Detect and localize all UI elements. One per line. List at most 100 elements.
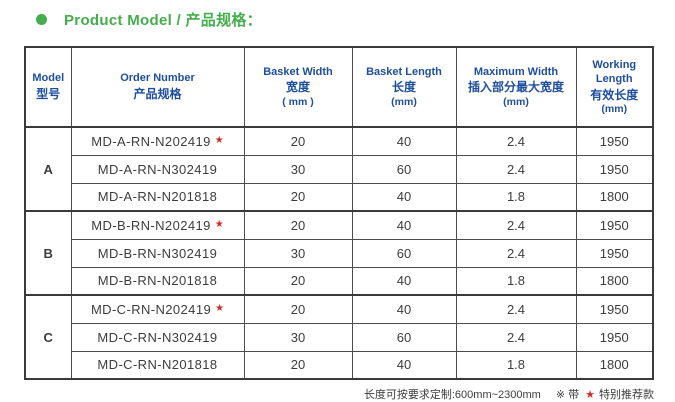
header-maximum-width-zh: 插入部分最大宽度: [467, 80, 564, 95]
header-order-number-en: Order Number: [120, 72, 195, 85]
header-working-length-en: Working Length: [592, 59, 637, 86]
order-number-cell: MD-A-RN-N201818: [70, 182, 245, 212]
table-row: MD-B-RN-N302419 30 60 2.4 1950: [25, 238, 654, 268]
basket-width-cell: 30: [243, 322, 353, 352]
basket-length-cell: 40: [351, 126, 457, 156]
basket-width-cell: 20: [243, 182, 353, 212]
max-width-cell: 1.8: [455, 182, 577, 212]
working-length-cell: 1950: [575, 154, 654, 184]
max-width-cell: 2.4: [455, 210, 577, 240]
order-number: MD-B-RN-N302419: [97, 245, 218, 261]
header-order-number: Order Number 产品规格: [70, 46, 245, 128]
order-number: MD-C-RN-N302419: [97, 329, 218, 345]
header-basket-length-unit: (mm): [391, 96, 417, 109]
basket-width-cell: 20: [243, 210, 353, 240]
basket-length-cell: 60: [351, 154, 457, 184]
max-width-cell: 1.8: [455, 350, 577, 380]
header-basket-length-en: Basket Length: [366, 66, 442, 79]
order-number-cell: MD-A-RN-N302419: [70, 154, 245, 184]
model-cell-a: A: [24, 126, 72, 212]
max-width-cell: 2.4: [455, 126, 577, 156]
order-number-cell: MD-A-RN-N202419 ★: [70, 126, 245, 156]
basket-width-cell: 20: [243, 266, 353, 296]
basket-length-cell: 60: [351, 238, 457, 268]
header-model-en: Model: [32, 72, 65, 85]
model-cell-b: B: [24, 210, 72, 296]
header-basket-length: Basket Length 长度 (mm): [351, 46, 457, 128]
table-row: MD-C-RN-N302419 30 60 2.4 1950: [25, 322, 654, 352]
basket-length-cell: 40: [351, 350, 457, 380]
order-number: MD-A-RN-N201818: [97, 189, 218, 205]
recommended-star-icon: ★: [585, 388, 595, 401]
order-number: MD-C-RN-N201818: [97, 357, 218, 373]
basket-width-cell: 20: [243, 350, 353, 380]
header-working-length-unit: (mm): [601, 103, 628, 116]
working-length-cell: 1950: [575, 322, 654, 352]
table-row: A MD-A-RN-N202419 ★ 20 40 2.4 1950: [24, 126, 654, 212]
recommended-star-icon: ★: [214, 218, 224, 230]
table-row: C MD-C-RN-N202419 ★ 20 40 2.4 1950: [24, 294, 654, 380]
header-basket-width-en: Basket Width: [263, 66, 333, 79]
footnote: 长度可按要求定制:600mm~2300mm ※ 带 ★ 特别推荐款: [364, 386, 654, 402]
basket-length-cell: 40: [351, 266, 457, 296]
order-number: MD-B-RN-N202419: [91, 217, 211, 233]
order-number: MD-B-RN-N201818: [97, 273, 218, 289]
order-number-cell: MD-B-RN-N201818: [70, 266, 245, 296]
table-row: B MD-B-RN-N202419 ★ 20 40 2.4 1950: [24, 210, 654, 296]
working-length-cell: 1950: [575, 238, 654, 268]
max-width-cell: 2.4: [455, 238, 577, 268]
basket-length-cell: 40: [351, 182, 457, 212]
basket-width-cell: 30: [243, 238, 353, 268]
header-model: Model 型号: [24, 46, 72, 128]
page-title-row: Product Model / 产品规格：: [36, 9, 262, 30]
header-basket-width-unit: ( mm ): [282, 96, 314, 109]
header-maximum-width: Maximum Width 插入部分最大宽度 (mm): [455, 46, 577, 128]
max-width-cell: 2.4: [455, 322, 577, 352]
header-basket-length-zh: 长度: [391, 80, 416, 95]
working-length-cell: 1950: [575, 126, 654, 156]
working-length-cell: 1800: [575, 350, 654, 380]
header-maximum-width-en: Maximum Width: [473, 66, 559, 79]
table-row: MD-C-RN-N201818 20 40 1.8 1800: [25, 350, 654, 380]
footnote-legend-prefix: ※ 带: [555, 389, 580, 401]
max-width-cell: 2.4: [455, 294, 577, 324]
working-length-cell: 1800: [575, 266, 654, 296]
header-model-zh: 型号: [36, 86, 61, 101]
header-working-length: Working Length 有效长度 (mm): [575, 46, 654, 128]
working-length-cell: 1800: [575, 182, 654, 212]
max-width-cell: 1.8: [455, 266, 577, 296]
basket-width-cell: 20: [243, 294, 353, 324]
basket-length-cell: 40: [351, 210, 457, 240]
order-number: MD-A-RN-N202419: [91, 133, 211, 149]
recommended-star-icon: ★: [214, 134, 224, 146]
table-row: MD-A-RN-N201818 20 40 1.8 1800: [25, 182, 654, 212]
basket-length-cell: 60: [351, 322, 457, 352]
header-basket-width: Basket Width 宽度 ( mm ): [243, 46, 353, 128]
order-number: MD-C-RN-N202419: [90, 301, 212, 317]
working-length-cell: 1950: [575, 210, 654, 240]
order-number-cell: MD-C-RN-N202419 ★: [70, 294, 245, 324]
max-width-cell: 2.4: [455, 154, 577, 184]
order-number-cell: MD-C-RN-N201818: [70, 350, 245, 380]
order-number-cell: MD-B-RN-N302419: [70, 238, 245, 268]
header-working-length-zh: 有效长度: [590, 87, 639, 102]
table-row: MD-A-RN-N302419 30 60 2.4 1950: [25, 154, 654, 184]
recommended-star-icon: ★: [215, 302, 225, 314]
header-maximum-width-unit: (mm): [503, 96, 529, 109]
order-number-cell: MD-C-RN-N302419: [70, 322, 245, 352]
table-row: MD-B-RN-N201818 20 40 1.8 1800: [25, 266, 654, 296]
header-basket-width-zh: 宽度: [285, 80, 310, 95]
product-spec-table: Model 型号 Order Number 产品规格 Basket Width …: [24, 46, 654, 380]
footnote-custom-length: 长度可按要求定制:600mm~2300mm: [363, 389, 541, 401]
header-order-number-zh: 产品规格: [133, 86, 182, 101]
basket-width-cell: 30: [243, 154, 353, 184]
basket-length-cell: 40: [351, 294, 457, 324]
bullet-icon: [36, 14, 47, 25]
table-header-row: Model 型号 Order Number 产品规格 Basket Width …: [24, 46, 654, 128]
order-number: MD-A-RN-N302419: [97, 161, 218, 177]
page-title: Product Model / 产品规格：: [64, 12, 262, 29]
basket-width-cell: 20: [243, 126, 353, 156]
working-length-cell: 1950: [575, 294, 654, 324]
model-cell-c: C: [24, 294, 72, 380]
